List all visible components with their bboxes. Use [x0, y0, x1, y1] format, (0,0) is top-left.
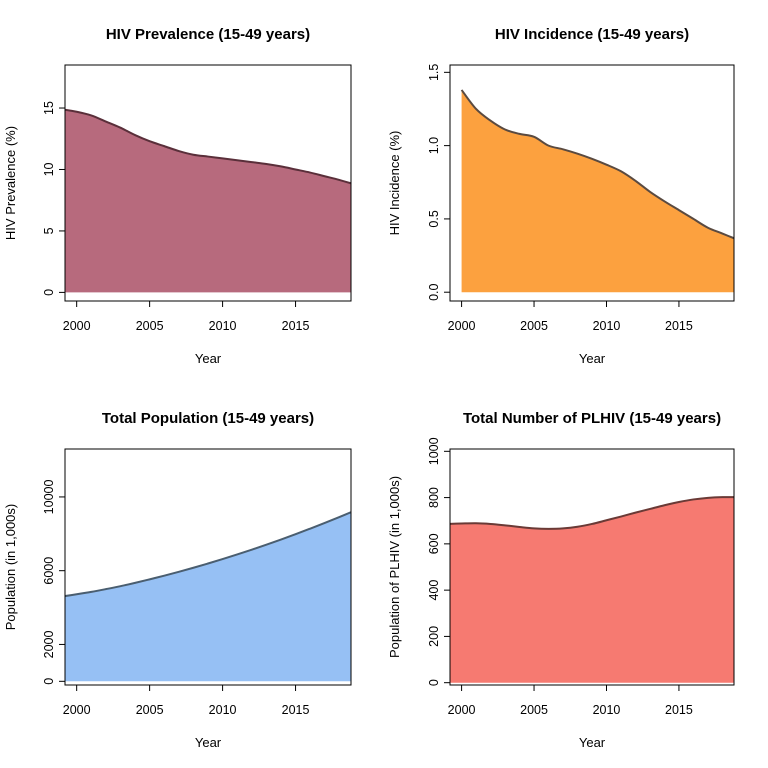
y-tick-label: 0 [42, 289, 56, 296]
y-tick-label: 10 [42, 162, 56, 176]
y-tick-label: 1.5 [427, 64, 441, 81]
plot-area [65, 511, 351, 682]
y-tick-label: 2000 [42, 630, 56, 658]
x-tick-label: 2000 [63, 319, 91, 333]
x-tick-label: 2010 [593, 319, 621, 333]
y-tick-label: 0.0 [427, 283, 441, 300]
area-fill [450, 497, 734, 683]
series-line [450, 496, 734, 530]
x-tick-label: 2005 [520, 319, 548, 333]
y-tick-label: 1000 [427, 437, 441, 465]
y-tick-label: 0 [42, 678, 56, 685]
panel-hiv-prevalence: HIV Prevalence (15-49 years) Year HIV Pr… [3, 26, 352, 366]
x-axis-label: Year [579, 351, 606, 366]
area-fill [65, 109, 351, 293]
panel-total-plhiv: Total Number of PLHIV (15-49 years) Year… [387, 410, 735, 750]
x-tick-label: 2000 [448, 703, 476, 717]
x-tick-label: 2005 [136, 703, 164, 717]
chart-title: Total Population (15-49 years) [102, 410, 314, 427]
panel-total-population: Total Population (15-49 years) Year Popu… [3, 410, 352, 750]
y-tick-label: 15 [42, 101, 56, 115]
x-axis-label: Year [195, 735, 222, 750]
x-tick-label: 2015 [665, 703, 693, 717]
y-tick-label: 0.5 [427, 210, 441, 227]
y-tick-label: 6000 [42, 557, 56, 585]
x-tick-label: 2015 [282, 319, 310, 333]
x-tick-label: 2010 [209, 319, 237, 333]
series-line [460, 89, 734, 240]
x-tick-label: 2005 [136, 319, 164, 333]
y-tick-label: 200 [427, 626, 441, 647]
y-axis-label: HIV Prevalence (%) [3, 126, 18, 240]
plot-area [460, 89, 734, 293]
plot-area [450, 496, 734, 683]
plot-area [65, 108, 351, 293]
chart-title: Total Number of PLHIV (15-49 years) [463, 410, 721, 427]
x-tick-label: 2010 [593, 703, 621, 717]
chart-title: HIV Incidence (15-49 years) [495, 26, 689, 43]
x-tick-label: 2015 [665, 319, 693, 333]
y-axis-label: Population of PLHIV (in 1,000s) [387, 476, 402, 658]
y-tick-label: 600 [427, 533, 441, 554]
chart-title: HIV Prevalence (15-49 years) [106, 26, 310, 43]
x-tick-label: 2010 [209, 703, 237, 717]
series-line [65, 108, 351, 185]
y-tick-label: 400 [427, 580, 441, 601]
x-tick-label: 2005 [520, 703, 548, 717]
y-tick-label: 10000 [42, 480, 56, 515]
x-tick-label: 2015 [282, 703, 310, 717]
x-tick-label: 2000 [448, 319, 476, 333]
y-axis-label: HIV Incidence (%) [387, 131, 402, 236]
area-fill [65, 512, 351, 682]
series-line [65, 511, 351, 598]
x-tick-label: 2000 [63, 703, 91, 717]
y-tick-label: 800 [427, 487, 441, 508]
y-tick-label: 1.0 [427, 137, 441, 154]
panel-hiv-incidence: HIV Incidence (15-49 years) Year HIV Inc… [387, 26, 735, 366]
y-tick-label: 5 [42, 227, 56, 234]
y-tick-label: 0 [427, 679, 441, 686]
x-axis-label: Year [195, 351, 222, 366]
y-axis-label: Population (in 1,000s) [3, 504, 18, 630]
area-fill [461, 89, 734, 293]
x-axis-label: Year [579, 735, 606, 750]
